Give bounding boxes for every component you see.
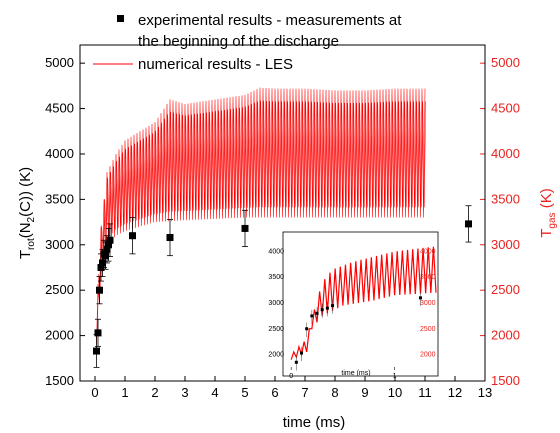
plot-frame: [79, 44, 486, 382]
x-tick-label: 10: [388, 385, 402, 400]
experimental-point: [129, 232, 136, 240]
inset-experimental-point: [294, 360, 298, 364]
x-tick-label: 1: [121, 385, 128, 400]
y-left-tick-label: 2000: [45, 328, 74, 343]
x-tick-label: 7: [301, 385, 308, 400]
y-left-tick-label: 3000: [45, 237, 74, 252]
inset-experimental-point: [320, 308, 324, 312]
y-left-tick-label: 4000: [45, 146, 74, 161]
inset-numerical-line: [290, 246, 437, 360]
experimental-point: [94, 329, 102, 337]
x-tick-label: 6: [271, 385, 278, 400]
inset-experimental-point: [305, 327, 309, 331]
inset-experimental-point: [325, 306, 329, 310]
inset-y-left-tick-label: 3500: [268, 274, 284, 281]
y-right-tick-label: 4000: [491, 146, 520, 161]
inset-x-tick-label: 1: [393, 373, 397, 380]
legend-experimental-line2: the beginning of the discharge: [138, 33, 339, 50]
inset-y-left-tick-label: 3000: [268, 300, 284, 307]
y-left-tick-label: 5000: [45, 55, 74, 70]
numerical-series: [96, 87, 426, 345]
experimental-point: [105, 241, 112, 249]
x-tick-label: 11: [418, 385, 432, 400]
legend: experimental results - measurements at t…: [93, 12, 402, 73]
experimental-series: [93, 205, 472, 368]
y-right-tick-label: 3500: [491, 191, 520, 206]
legend-numerical-label: numerical results - LES: [138, 56, 293, 73]
y-right-tick-label: 1500: [491, 373, 520, 388]
experimental-point: [166, 234, 174, 242]
inset-experimental-point: [418, 296, 422, 300]
inset-experimental-point: [300, 351, 304, 355]
x-tick-label: 13: [478, 385, 492, 400]
inset-y-right-tick-label: 3500: [420, 274, 436, 281]
x-tick-label: 2: [151, 385, 158, 400]
x-tick-label: 8: [331, 385, 338, 400]
y-left-tick-label: 3500: [45, 191, 74, 206]
inset-y-left-tick-label: 2500: [268, 326, 284, 333]
x-tick-label: 5: [241, 385, 248, 400]
y-axis-label-right: Tgas (K): [538, 188, 558, 237]
inset-y-left-tick-label: 2000: [268, 352, 284, 359]
inset-y-left-tick-label: 4000: [268, 248, 284, 255]
legend-experimental-line1: experimental results - measurements at: [138, 12, 402, 29]
inset-experimental-point: [315, 311, 319, 315]
inset-x-tick-label: 0: [289, 373, 293, 380]
inset-chart: 2000 2500 3000 3500 4000 2000 2500 3000 3500 4000…: [268, 231, 439, 380]
experimental-point: [96, 286, 103, 294]
y-right-tick-label: 2500: [491, 282, 520, 297]
y-right-tick-label: 5000: [491, 55, 520, 70]
x-tick-label: 3: [181, 385, 188, 400]
numerical-les-line: [96, 87, 426, 345]
y-left-tick-label: 4500: [45, 101, 74, 116]
inset-y-right-tick-label: 3000: [420, 300, 436, 307]
inset-y-right-tick-label: 2500: [420, 326, 436, 333]
y-axis-label-left: Trot(N2(C)) (K): [17, 167, 37, 259]
inset-x-axis-label: time (ms): [341, 370, 370, 377]
inset-y-right-tick-label: 2000: [420, 352, 436, 359]
legend-experimental-marker: [117, 15, 124, 22]
inset-experimental-point: [310, 314, 314, 318]
y-right-tick-label: 4500: [491, 101, 520, 116]
y-left-tick-label: 1500: [45, 373, 74, 388]
x-tick-label: 9: [361, 385, 368, 400]
experimental-point: [103, 245, 111, 253]
x-tick-label: 0: [91, 385, 98, 400]
x-tick-label: 4: [211, 385, 218, 400]
y-right-tick-label: 3000: [491, 237, 520, 252]
numerical-les-line-inner: [97, 100, 426, 332]
x-tick-label: 12: [448, 385, 462, 400]
experimental-point: [465, 220, 472, 228]
axis-ticks: 0 1 2 3 4 5 6 7 8 9 10 11 12 131500200025003000350040…: [45, 45, 520, 400]
experimental-point: [93, 347, 100, 355]
x-axis-label: time (ms): [283, 414, 346, 431]
y-left-tick-label: 2500: [45, 282, 74, 297]
inset-y-right-tick-label: 4000: [420, 248, 436, 255]
inset-experimental-point: [331, 304, 335, 308]
experimental-point: [241, 224, 249, 232]
inset-frame: [282, 231, 439, 377]
y-right-tick-label: 2000: [491, 328, 520, 343]
experimental-point: [102, 252, 109, 260]
experimental-point: [106, 236, 114, 244]
experimental-point: [99, 259, 106, 267]
